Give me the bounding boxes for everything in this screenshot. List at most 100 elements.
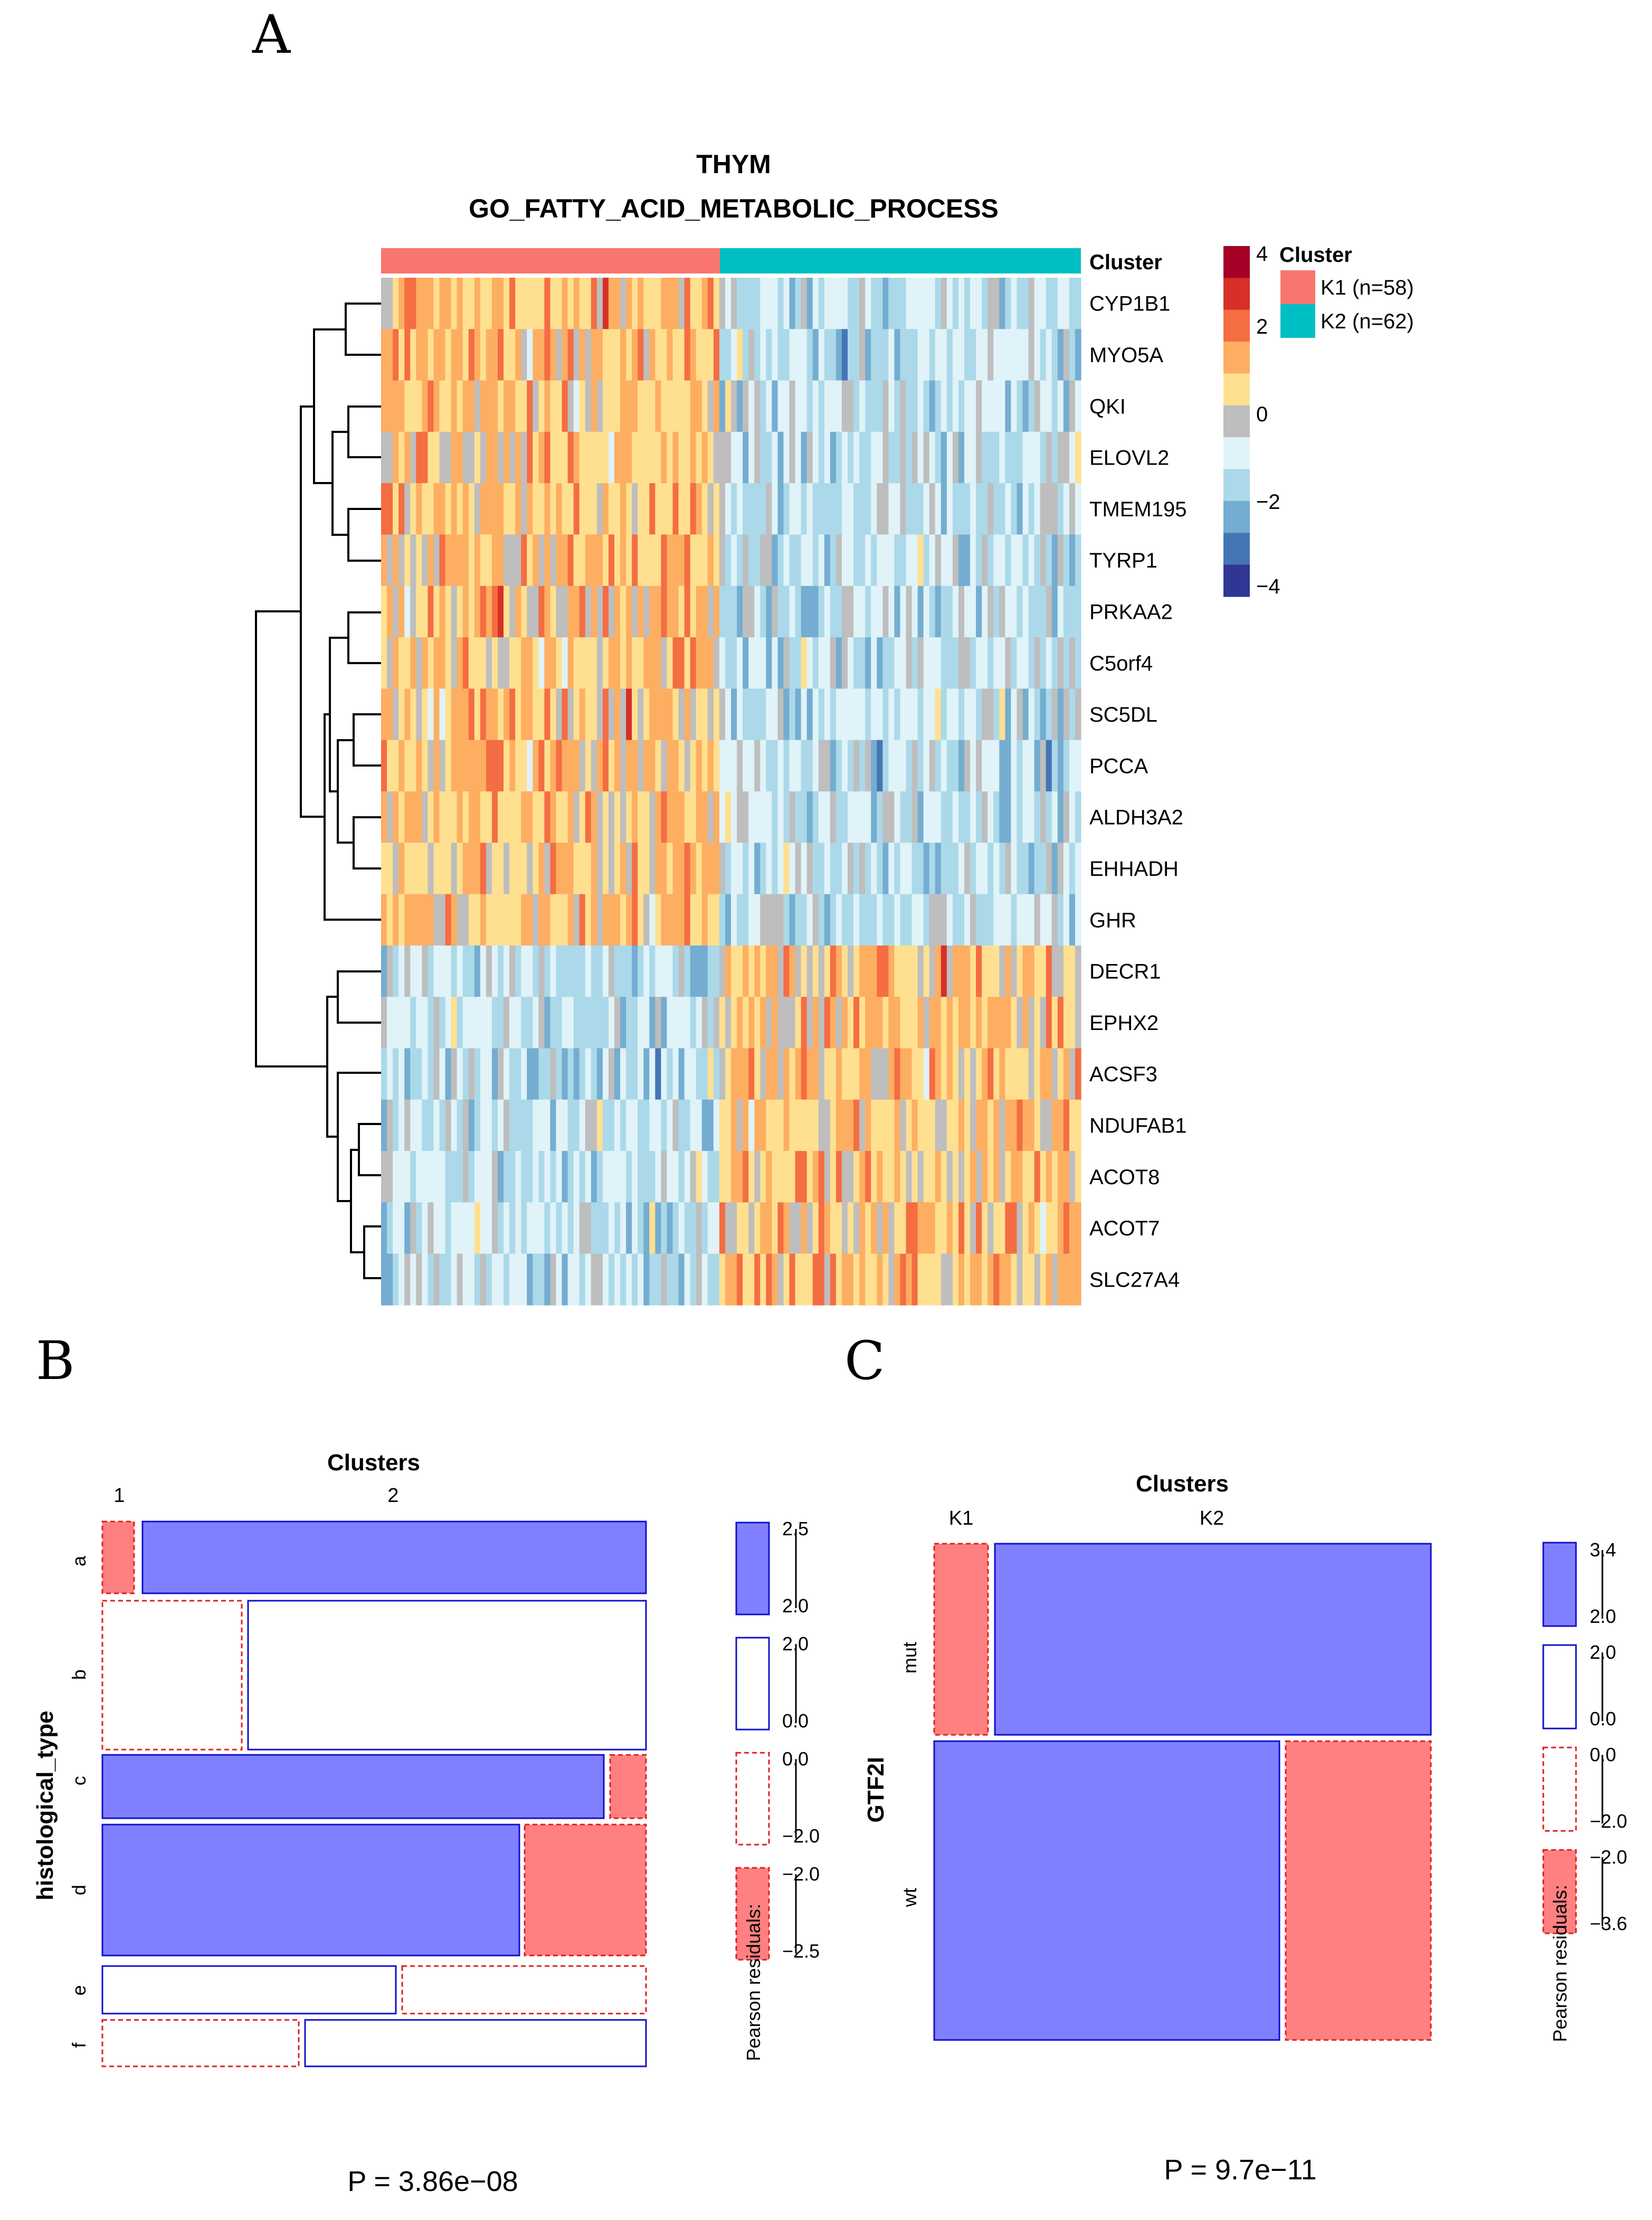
heatmap-cell bbox=[841, 997, 848, 1049]
heatmap-cell bbox=[620, 1048, 626, 1100]
heatmap-cell bbox=[1011, 1253, 1018, 1306]
heatmap-cell bbox=[912, 1253, 918, 1306]
heatmap-cell bbox=[655, 1048, 661, 1100]
heatmap-cell bbox=[737, 997, 743, 1049]
heatmap-cell bbox=[853, 329, 860, 381]
heatmap-cell bbox=[1005, 329, 1011, 381]
heatmap-cell bbox=[841, 585, 848, 638]
heatmap-cell bbox=[865, 380, 871, 432]
heatmap-cell bbox=[725, 585, 732, 638]
heatmap-cell bbox=[498, 894, 504, 946]
heatmap-cell bbox=[504, 637, 510, 689]
heatmap-cell bbox=[1069, 997, 1076, 1049]
heatmap-cell bbox=[906, 1099, 913, 1151]
heatmap-cell bbox=[970, 1099, 976, 1151]
heatmap-cell bbox=[1017, 1253, 1023, 1306]
heatmap-cell bbox=[614, 534, 621, 587]
heatmap-cell bbox=[509, 329, 516, 381]
heatmap-cell bbox=[451, 1099, 458, 1151]
heatmap-cell bbox=[964, 688, 971, 741]
heatmap-cell bbox=[865, 431, 871, 484]
heatmap-cell bbox=[515, 945, 521, 997]
heatmap-cell bbox=[509, 431, 516, 484]
heatmap-cell bbox=[468, 1253, 475, 1306]
heatmap-cell bbox=[719, 997, 726, 1049]
heatmap-cell bbox=[491, 534, 498, 587]
heatmap-cell bbox=[795, 843, 802, 895]
heatmap-cell bbox=[841, 483, 848, 535]
heatmap-cell bbox=[457, 1202, 463, 1254]
heatmap-cell bbox=[783, 278, 790, 329]
heatmap-cell bbox=[521, 1253, 527, 1306]
heatmap-cell bbox=[602, 278, 609, 329]
gene-label: ELOVL2 bbox=[1089, 447, 1169, 470]
heatmap-cell bbox=[912, 585, 918, 638]
heatmap-cell bbox=[894, 791, 901, 843]
heatmap-cell bbox=[917, 637, 924, 689]
heatmap-cell bbox=[929, 843, 936, 895]
heatmap-cell bbox=[457, 1151, 463, 1203]
heatmap-cell bbox=[1022, 278, 1029, 329]
heatmap-cell bbox=[1005, 740, 1011, 792]
heatmap-cell bbox=[958, 843, 965, 895]
heatmap-cell bbox=[929, 1253, 936, 1306]
heatmap-cell bbox=[591, 380, 597, 432]
heatmap-cell bbox=[393, 380, 399, 432]
heatmap-cell bbox=[1011, 740, 1018, 792]
heatmap-cell bbox=[830, 843, 837, 895]
heatmap-cell bbox=[906, 431, 913, 484]
heatmap-cell bbox=[626, 945, 632, 997]
heatmap-cell bbox=[1028, 431, 1035, 484]
heatmap-cell bbox=[445, 483, 452, 535]
heatmap-cell bbox=[1017, 1099, 1023, 1151]
heatmap-cell bbox=[1069, 1151, 1076, 1203]
heatmap-cell bbox=[410, 791, 416, 843]
heatmap-cell bbox=[1022, 1048, 1029, 1100]
heatmap-cell bbox=[533, 945, 539, 997]
heatmap-cell bbox=[573, 585, 580, 638]
heatmap-cell bbox=[690, 945, 697, 997]
heatmap-cell bbox=[824, 740, 831, 792]
heatmap-cell bbox=[1063, 534, 1070, 587]
heatmap-cell bbox=[1040, 1048, 1047, 1100]
heatmap-cell bbox=[457, 483, 463, 535]
heatmap-cell bbox=[848, 945, 854, 997]
heatmap-cell bbox=[806, 997, 813, 1049]
heatmap-cell bbox=[952, 843, 959, 895]
heatmap-cell bbox=[900, 329, 907, 381]
heatmap-cell bbox=[976, 637, 982, 689]
heatmap-cell bbox=[976, 1099, 982, 1151]
heatmap-cell bbox=[970, 278, 976, 329]
legend-value: 0.0 bbox=[1590, 1708, 1616, 1730]
heatmap-cell bbox=[620, 431, 626, 484]
heatmap-cell bbox=[982, 483, 988, 535]
heatmap-cell bbox=[725, 1253, 732, 1306]
heatmap-cell bbox=[982, 1151, 988, 1203]
heatmap-cell bbox=[731, 1099, 737, 1151]
heatmap-cell bbox=[888, 894, 895, 946]
heatmap-cell bbox=[830, 278, 837, 329]
heatmap-cell bbox=[480, 945, 487, 997]
heatmap-cell bbox=[707, 585, 714, 638]
heatmap-cell bbox=[486, 1253, 492, 1306]
heatmap-cell bbox=[474, 894, 481, 946]
heatmap-cell bbox=[841, 1202, 848, 1254]
heatmap-cell bbox=[772, 329, 778, 381]
heatmap-cell bbox=[620, 329, 626, 381]
heatmap-cell bbox=[731, 740, 737, 792]
heatmap-cell bbox=[468, 688, 475, 741]
heatmap-cell bbox=[1034, 945, 1041, 997]
heatmap-cell bbox=[859, 431, 866, 484]
heatmap-cell bbox=[789, 380, 796, 432]
heatmap-cell bbox=[1022, 894, 1029, 946]
heatmap-cell bbox=[836, 1202, 842, 1254]
heatmap-cell bbox=[952, 534, 959, 587]
heatmap-cell bbox=[445, 534, 452, 587]
heatmap-cell bbox=[783, 1253, 790, 1306]
heatmap-cell bbox=[515, 1202, 521, 1254]
gene-labels: CYP1B1MYO5AQKIELOVL2TMEM195TYRP1PRKAA2C5… bbox=[1089, 292, 1187, 1292]
heatmap-cell bbox=[462, 585, 469, 638]
heatmap-cell bbox=[1034, 1253, 1041, 1306]
heatmap-cell bbox=[480, 1099, 487, 1151]
